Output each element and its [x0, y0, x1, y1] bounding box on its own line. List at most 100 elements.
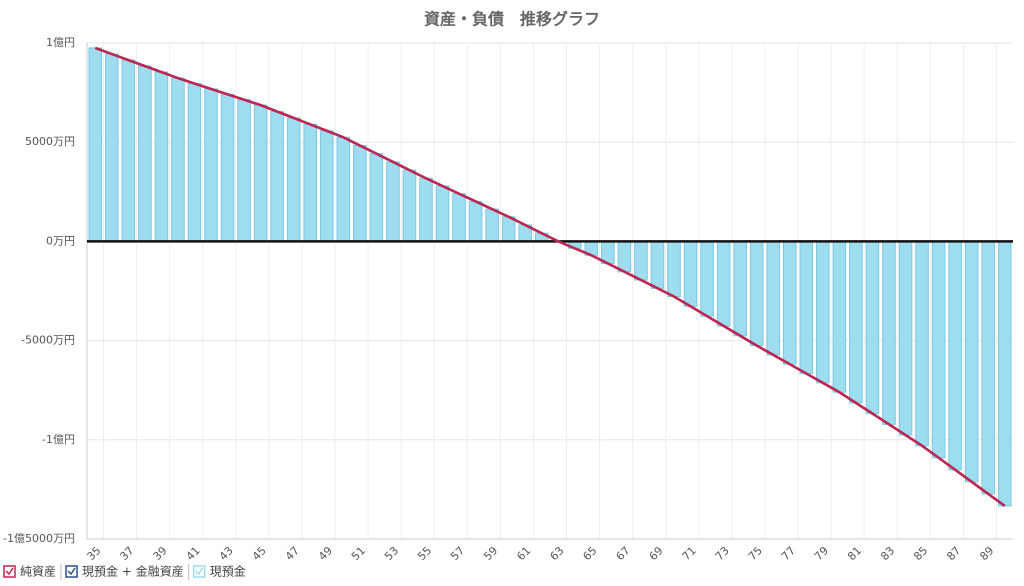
- bar: [816, 240, 830, 384]
- bar: [303, 123, 318, 242]
- x-tick-label: 81: [845, 544, 864, 563]
- bar: [501, 216, 516, 242]
- legend-item[interactable]: 現預金 + 金融資産: [65, 564, 184, 579]
- x-tick-label: 39: [151, 544, 170, 563]
- legend-label: 現預金 + 金融資産: [82, 564, 184, 579]
- x-tick-label: 87: [944, 544, 963, 563]
- x-tick-label: 73: [713, 544, 732, 563]
- x-tick-label: 41: [184, 544, 203, 563]
- legend-check: [195, 567, 204, 576]
- bar: [667, 240, 681, 298]
- x-tick-label: 53: [382, 544, 401, 563]
- legend-item[interactable]: 純資産: [3, 564, 56, 579]
- bar: [733, 240, 747, 337]
- bar: [700, 240, 714, 317]
- legend-check: [5, 567, 14, 576]
- bar: [369, 153, 384, 242]
- x-tick-label: 59: [481, 544, 500, 563]
- x-tick-label: 57: [448, 544, 467, 563]
- y-tick-label: -5000万円: [21, 334, 75, 347]
- bar: [485, 208, 499, 242]
- bar: [948, 240, 962, 471]
- legend-label: 純資産: [20, 564, 56, 579]
- bar: [154, 71, 169, 242]
- x-tick-label: 75: [746, 544, 765, 563]
- x-tick-label: 61: [514, 544, 533, 563]
- bar: [204, 88, 218, 242]
- x-tick-label: 35: [84, 544, 103, 563]
- x-tick-label: 47: [283, 544, 302, 563]
- x-tick-label: 51: [349, 544, 368, 563]
- bar: [832, 240, 847, 393]
- bar: [386, 161, 400, 242]
- bar: [617, 240, 632, 273]
- bar: [402, 169, 417, 242]
- y-tick-label: 1億円: [46, 36, 75, 49]
- bar: [782, 240, 797, 365]
- bar: [171, 77, 185, 242]
- x-tick-label: 45: [250, 544, 269, 563]
- bar: [749, 240, 764, 347]
- bar: [353, 144, 367, 242]
- y-tick-label: -1億5000万円: [3, 532, 75, 545]
- x-tick-label: 55: [415, 544, 434, 563]
- bar: [319, 130, 334, 242]
- x-tick-label: 89: [977, 544, 996, 563]
- x-tick-label: 79: [812, 544, 831, 563]
- bar: [452, 193, 466, 242]
- bar: [419, 177, 433, 242]
- bar: [121, 59, 136, 242]
- bar: [931, 240, 946, 459]
- bar: [634, 240, 648, 281]
- x-tick-label: 49: [316, 544, 335, 563]
- bar: [799, 240, 814, 375]
- x-tick-label: 65: [580, 544, 599, 563]
- legend-checkbox: [65, 565, 78, 578]
- bar: [849, 240, 863, 404]
- x-tick-label: 69: [647, 544, 666, 563]
- line: [94, 46, 1006, 507]
- legend-check: [67, 567, 76, 576]
- bar: [650, 240, 665, 289]
- x-tick-label: 63: [547, 544, 566, 563]
- bar: [237, 99, 251, 242]
- bar: [468, 200, 483, 242]
- bar: [270, 111, 284, 242]
- legend-checkbox: [192, 565, 206, 578]
- x-tick-label: 85: [911, 544, 930, 563]
- bar: [865, 240, 880, 415]
- bar: [766, 240, 781, 356]
- bar: [220, 93, 235, 242]
- x-tick-label: 67: [614, 544, 633, 563]
- bar: [882, 240, 896, 425]
- y-tick-label: -1億円: [42, 433, 75, 446]
- bar: [138, 65, 152, 242]
- chart-title: 資産・負債 推移グラフ: [424, 10, 600, 29]
- legend-checkbox: [3, 565, 16, 578]
- bar: [964, 240, 979, 483]
- bar: [898, 240, 913, 436]
- bar: [253, 104, 268, 242]
- legend-item[interactable]: 現預金: [192, 564, 246, 579]
- bar: [683, 240, 698, 307]
- y-tick-label: 5000万円: [25, 135, 75, 148]
- x-tick-label: 77: [779, 544, 798, 563]
- x-tick-label: 71: [680, 544, 699, 563]
- bar: [88, 47, 103, 242]
- legend-label: 現預金: [210, 564, 246, 579]
- x-tick-label: 83: [878, 544, 897, 563]
- y-tick-label: 0万円: [46, 234, 75, 247]
- bar: [105, 53, 119, 242]
- bar: [336, 136, 351, 242]
- bar: [435, 185, 450, 242]
- x-tick-label: 37: [117, 544, 136, 563]
- bar: [981, 240, 995, 495]
- bar: [716, 240, 731, 327]
- bar: [997, 240, 1012, 507]
- x-tick-label: 43: [217, 544, 236, 563]
- bar: [915, 240, 929, 447]
- bar: [187, 83, 202, 242]
- bar: [286, 117, 301, 242]
